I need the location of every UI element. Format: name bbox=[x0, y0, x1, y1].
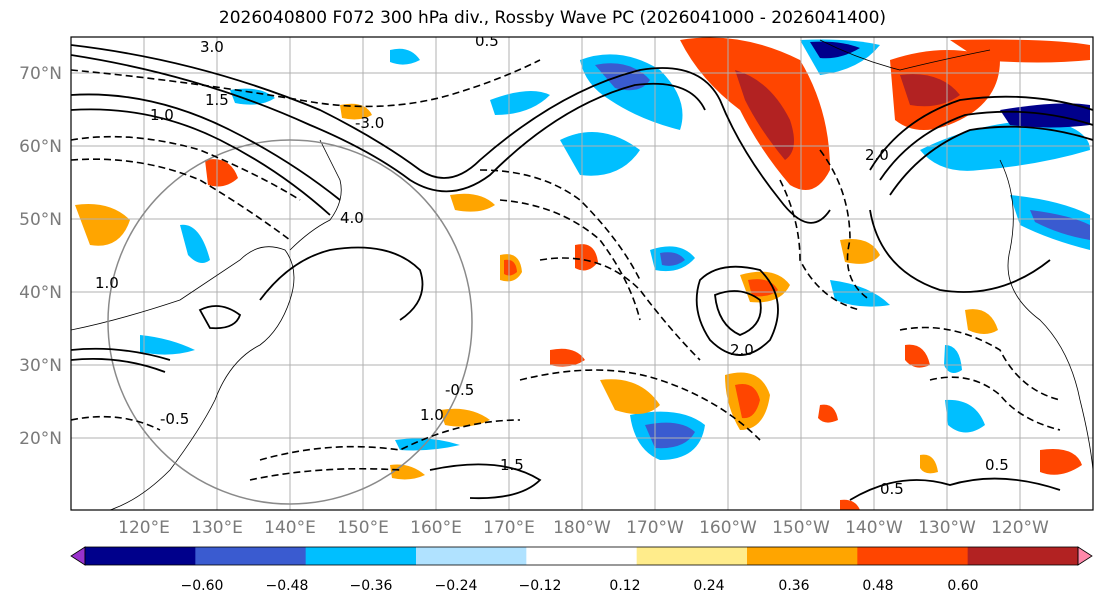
contour-label: 0.5 bbox=[475, 32, 499, 50]
region-circle bbox=[107, 139, 473, 505]
contour-label: 1.0 bbox=[420, 406, 444, 424]
colorbar-segment bbox=[416, 547, 527, 565]
contour-label: 3.0 bbox=[200, 38, 224, 56]
lon-label: 150°W bbox=[772, 518, 830, 538]
lat-label: 60°N bbox=[19, 137, 62, 157]
contour-label: 1.0 bbox=[150, 106, 174, 124]
contour-label: -3.0 bbox=[355, 114, 384, 132]
colorbar bbox=[70, 546, 1093, 566]
lon-label: 140°W bbox=[845, 518, 903, 538]
contour-label: -0.5 bbox=[445, 381, 474, 399]
lon-label: 120°E bbox=[118, 518, 170, 538]
negative-contours bbox=[71, 59, 1061, 481]
contour-label: 1.5 bbox=[500, 456, 524, 474]
lon-label: 160°E bbox=[410, 518, 462, 538]
colorbar-tick-label: −0.60 bbox=[181, 578, 224, 594]
lon-label: 130°E bbox=[191, 518, 243, 538]
lat-label: 70°N bbox=[19, 64, 62, 84]
contour-label: -0.5 bbox=[160, 410, 189, 428]
colorbar-tick-label: 0.36 bbox=[778, 578, 809, 594]
lat-label: 50°N bbox=[19, 210, 62, 230]
colorbar-tick-label: 0.48 bbox=[862, 578, 893, 594]
colorbar-tick-label: −0.36 bbox=[350, 578, 393, 594]
lon-label: 130°W bbox=[918, 518, 976, 538]
contour-label: 4.0 bbox=[340, 209, 364, 227]
colorbar-segment bbox=[967, 547, 1079, 565]
lon-label: 120°W bbox=[991, 518, 1049, 538]
longitude-labels: 120°E 130°E 140°E 150°E 160°E 170°E 180°… bbox=[118, 518, 1049, 538]
map-title: 2026040800 F072 300 hPa div., Rossby Wav… bbox=[218, 8, 887, 28]
contour-label: 2.0 bbox=[730, 341, 754, 359]
contour-label: 1.5 bbox=[205, 91, 229, 109]
lon-label: 170°E bbox=[483, 518, 535, 538]
colorbar-segment bbox=[85, 547, 196, 565]
contour-labels: 3.0 0.5 1.0 4.0 -0.5 1.5 2.0 -3.0 0.5 -0… bbox=[95, 32, 1009, 498]
plot-frame bbox=[70, 36, 1094, 511]
lat-label: 20°N bbox=[19, 429, 62, 449]
lon-label: 140°E bbox=[264, 518, 316, 538]
lon-label: 150°E bbox=[337, 518, 389, 538]
contour-label: 0.5 bbox=[880, 480, 904, 498]
colorbar-tick-label: 0.24 bbox=[693, 578, 724, 594]
colorbar-segment bbox=[195, 547, 307, 565]
colorbar-segment bbox=[305, 547, 417, 565]
map-layers: 3.0 0.5 1.0 4.0 -0.5 1.5 2.0 -3.0 0.5 -0… bbox=[71, 32, 1093, 510]
colorbar-segment bbox=[747, 547, 858, 565]
contour-label: 1.0 bbox=[95, 274, 119, 292]
colorbar-tick-label: 0.12 bbox=[609, 578, 640, 594]
latitude-labels: 70°N 60°N 50°N 40°N 30°N 20°N bbox=[19, 64, 62, 449]
colorbar-tick-label: −0.12 bbox=[519, 578, 562, 594]
lon-label: 160°W bbox=[699, 518, 757, 538]
colorbar-tick-label: −0.48 bbox=[266, 578, 309, 594]
lon-label: 170°W bbox=[626, 518, 684, 538]
contour-label: 2.0 bbox=[865, 146, 889, 164]
colorbar-segment bbox=[636, 547, 748, 565]
contour-label: 0.5 bbox=[985, 456, 1009, 474]
colorbar-extend-low bbox=[70, 546, 86, 566]
colorbar-outline bbox=[84, 546, 1079, 566]
colorbar-tick-labels: −0.60 −0.48 −0.36 −0.24 −0.12 0.12 0.24 … bbox=[181, 578, 979, 594]
lat-label: 40°N bbox=[19, 283, 62, 303]
gridlines bbox=[71, 37, 1093, 510]
colorbar-tick-label: −0.24 bbox=[435, 578, 478, 594]
colorbar-segment bbox=[857, 547, 969, 565]
lon-label: 180°W bbox=[553, 518, 611, 538]
colorbar-extend-high bbox=[1077, 546, 1093, 566]
colorbar-segment bbox=[526, 547, 638, 565]
colorbar-tick-label: 0.60 bbox=[947, 578, 978, 594]
lat-label: 30°N bbox=[19, 356, 62, 376]
